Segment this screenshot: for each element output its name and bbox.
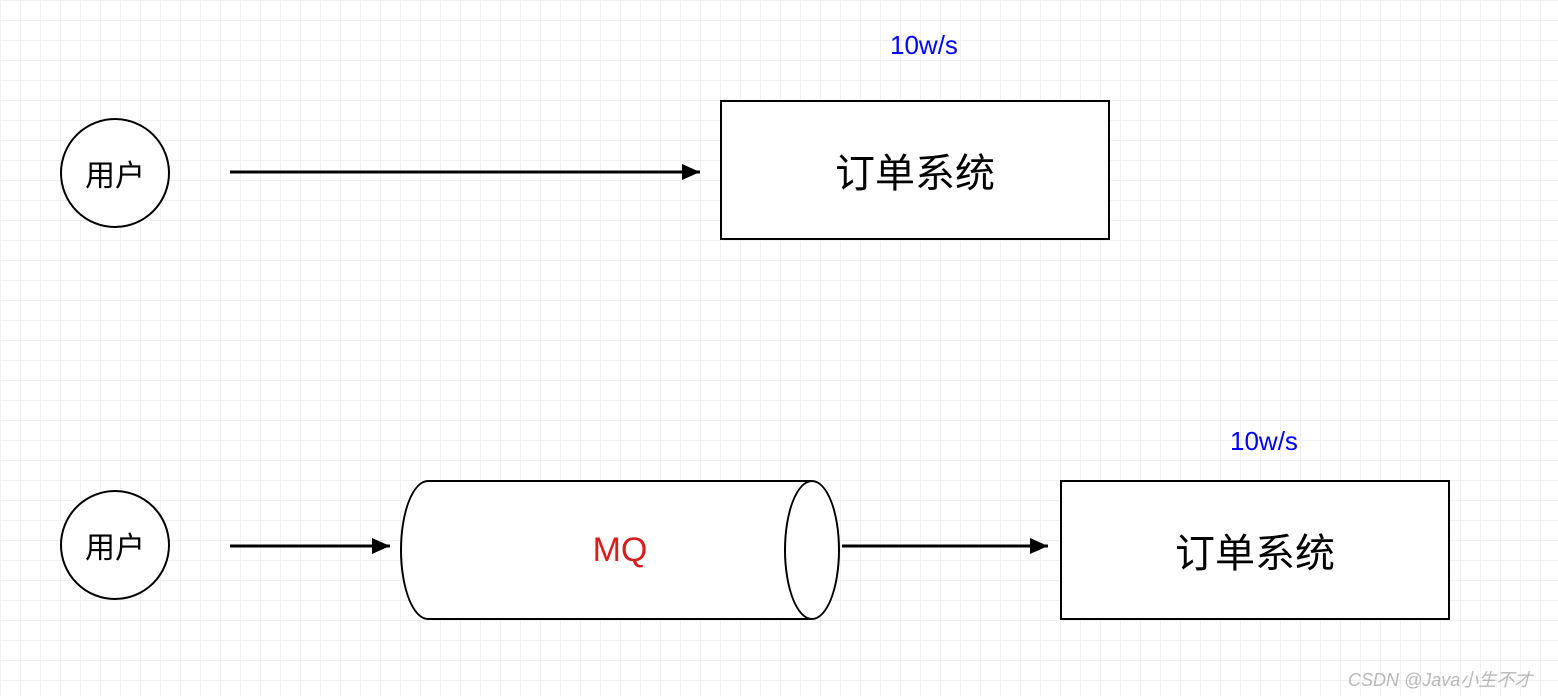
watermark: CSDN @Java小生不才 (1348, 666, 1532, 692)
edge-mq-order2 (0, 0, 1558, 696)
